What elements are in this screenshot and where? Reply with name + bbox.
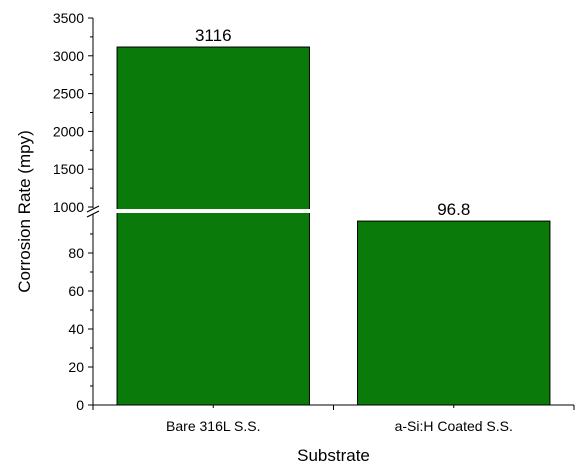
- y-tick-label: 80: [68, 245, 84, 261]
- axes-layer: [86, 17, 575, 410]
- bars-layer: [116, 46, 551, 406]
- y-tick-label: 1000: [53, 199, 84, 215]
- y-tick-label: 20: [68, 359, 84, 375]
- y-tick-label: 2000: [53, 123, 84, 139]
- y-tick-label: 1500: [53, 161, 84, 177]
- y-tick-label: 3000: [53, 48, 84, 64]
- x-tick-label-1: a-Si:H Coated S.S.: [395, 418, 513, 434]
- y-tick-label: 2500: [53, 86, 84, 102]
- y-axis-break-mark: [86, 210, 100, 218]
- y-tick-label: 40: [68, 321, 84, 337]
- y-axis-title: Corrosion Rate (mpy): [15, 130, 34, 293]
- data-label-1: 96.8: [437, 200, 470, 219]
- y-axis-break-mark: [86, 205, 100, 213]
- y-tick-label: 0: [76, 397, 84, 413]
- bar-0: [116, 46, 310, 406]
- bar-break-gap-0: [116, 209, 311, 213]
- bar-1: [357, 220, 551, 406]
- y-tick-label: 60: [68, 283, 84, 299]
- data-label-0: 3116: [195, 26, 232, 45]
- y-tick-label: 3500: [53, 10, 84, 26]
- labels-layer: 3116 Bare 316L S.S. 96.8 a-Si:H Coated S.S.…: [53, 10, 513, 434]
- x-axis-title: Substrate: [297, 446, 370, 465]
- x-tick-label-0: Bare 316L S.S.: [166, 418, 260, 434]
